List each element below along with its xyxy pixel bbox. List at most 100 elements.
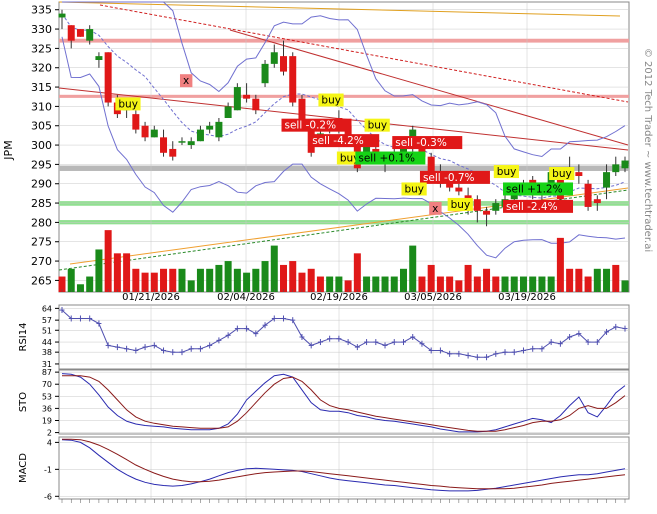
indicator-tick-label: 19 [42,416,52,425]
candle-body [427,156,435,176]
dashed-support-line [58,189,629,271]
candle-body [603,172,611,188]
sto-label: STO [18,392,29,412]
volume-bar [473,276,481,292]
indicator-tick-label: -1 [44,465,52,474]
panel-frames [58,1,630,500]
volume-bar [206,268,214,292]
volume-bar [187,280,195,292]
volume-bar [483,268,491,292]
signal-box [115,97,141,111]
price-tick-label: 280 [31,216,52,229]
price-tick-label: 330 [31,23,52,36]
candle-body [280,56,288,72]
signal-label: buy [451,199,471,211]
rsi-panel-frame [58,304,630,370]
signal-label: sell +0.1% [358,153,415,165]
indicator-tick-label: -6 [44,492,52,501]
signal-label: sell -4.2% [312,135,364,147]
indicator-tick-label: 31 [42,360,52,369]
candle-body [344,125,352,142]
volume-bar [298,272,306,292]
sto-k-line [61,373,626,433]
candle-body [621,160,629,169]
volume-bar [141,272,149,292]
signal-label: sell -0.7% [423,172,475,184]
volume-bar [67,268,75,292]
volume-bar [326,276,334,292]
indicator-tick-label: 57 [42,316,52,325]
bollinger-middle [61,13,626,199]
volume-bar [233,268,241,292]
date-tick-label: 02/19/2026 [310,292,368,303]
date-tick-label: 02/04/2026 [217,292,275,303]
price-tick-label: 270 [31,255,52,268]
rsi-label: RSI14 [18,323,29,352]
price-band [59,94,629,98]
watermark: © 2012 Tech Trader ~ www.techtrader.ai [642,48,653,252]
macd-signal-line [62,438,626,490]
volume-bar [316,276,324,292]
volume-bar [529,276,537,292]
volume-bar [593,268,601,292]
price-tick-label: 295 [31,158,52,171]
price-tick-label: 335 [31,4,52,17]
candle-body [464,195,472,200]
volume-bar [344,280,352,292]
signal-box [549,167,575,180]
volume-bar [575,268,583,292]
signal-label: buy [368,120,388,132]
rsi-line [61,309,626,358]
indicator-tick-label: 53 [42,392,52,401]
candle-body [86,29,94,41]
indicator-tick-label: 64 [42,304,52,313]
indicator-tick-label: 38 [42,348,52,357]
signal-box [392,136,463,150]
candle-body [58,13,66,18]
signal-box [309,134,380,148]
signal-label: buy [552,168,572,180]
indicator-tick-label: 36 [42,404,52,413]
signal-label: buy [340,153,360,165]
candle-body [206,125,214,130]
candle-body [298,98,306,126]
resistance-line [229,29,629,146]
volume-bar [160,268,168,292]
price-tick-label: 300 [31,139,52,152]
volume-bar [427,264,435,292]
candle-body [243,94,251,99]
volume-bar [603,268,611,292]
indicator-tick-label: 51 [42,326,52,335]
date-tick-label: 03/19/2026 [498,292,556,303]
signal-box [493,165,519,179]
volume-bar [464,264,472,292]
volume-bar [58,276,66,292]
candle-body [160,137,168,153]
candle-body [593,199,601,204]
volume-bars [58,230,629,292]
candle-body [261,63,269,84]
signal-label: sell -0.3% [395,137,447,149]
volume-bar [353,253,361,292]
signal-label: buy [404,183,424,195]
candle-body [150,129,158,138]
signal-label: buy [118,98,138,110]
signal-box [364,118,390,132]
candle-body [67,25,75,41]
signal-box [318,93,344,107]
price-band [59,165,629,171]
signal-label: buy [321,95,341,107]
volume-bar [132,268,140,292]
signal-label: sell -2.4% [506,201,558,213]
volume-bar [178,268,186,292]
support-line [69,187,629,265]
volume-bar [381,276,389,292]
volume-bar [215,264,223,292]
signal-label: x [183,75,189,87]
volume-bar [150,272,158,292]
macd-label: MACD [18,453,29,483]
candle-body [215,121,223,138]
volume-bar [261,261,269,292]
indicator-tick-label: 44 [42,338,52,347]
